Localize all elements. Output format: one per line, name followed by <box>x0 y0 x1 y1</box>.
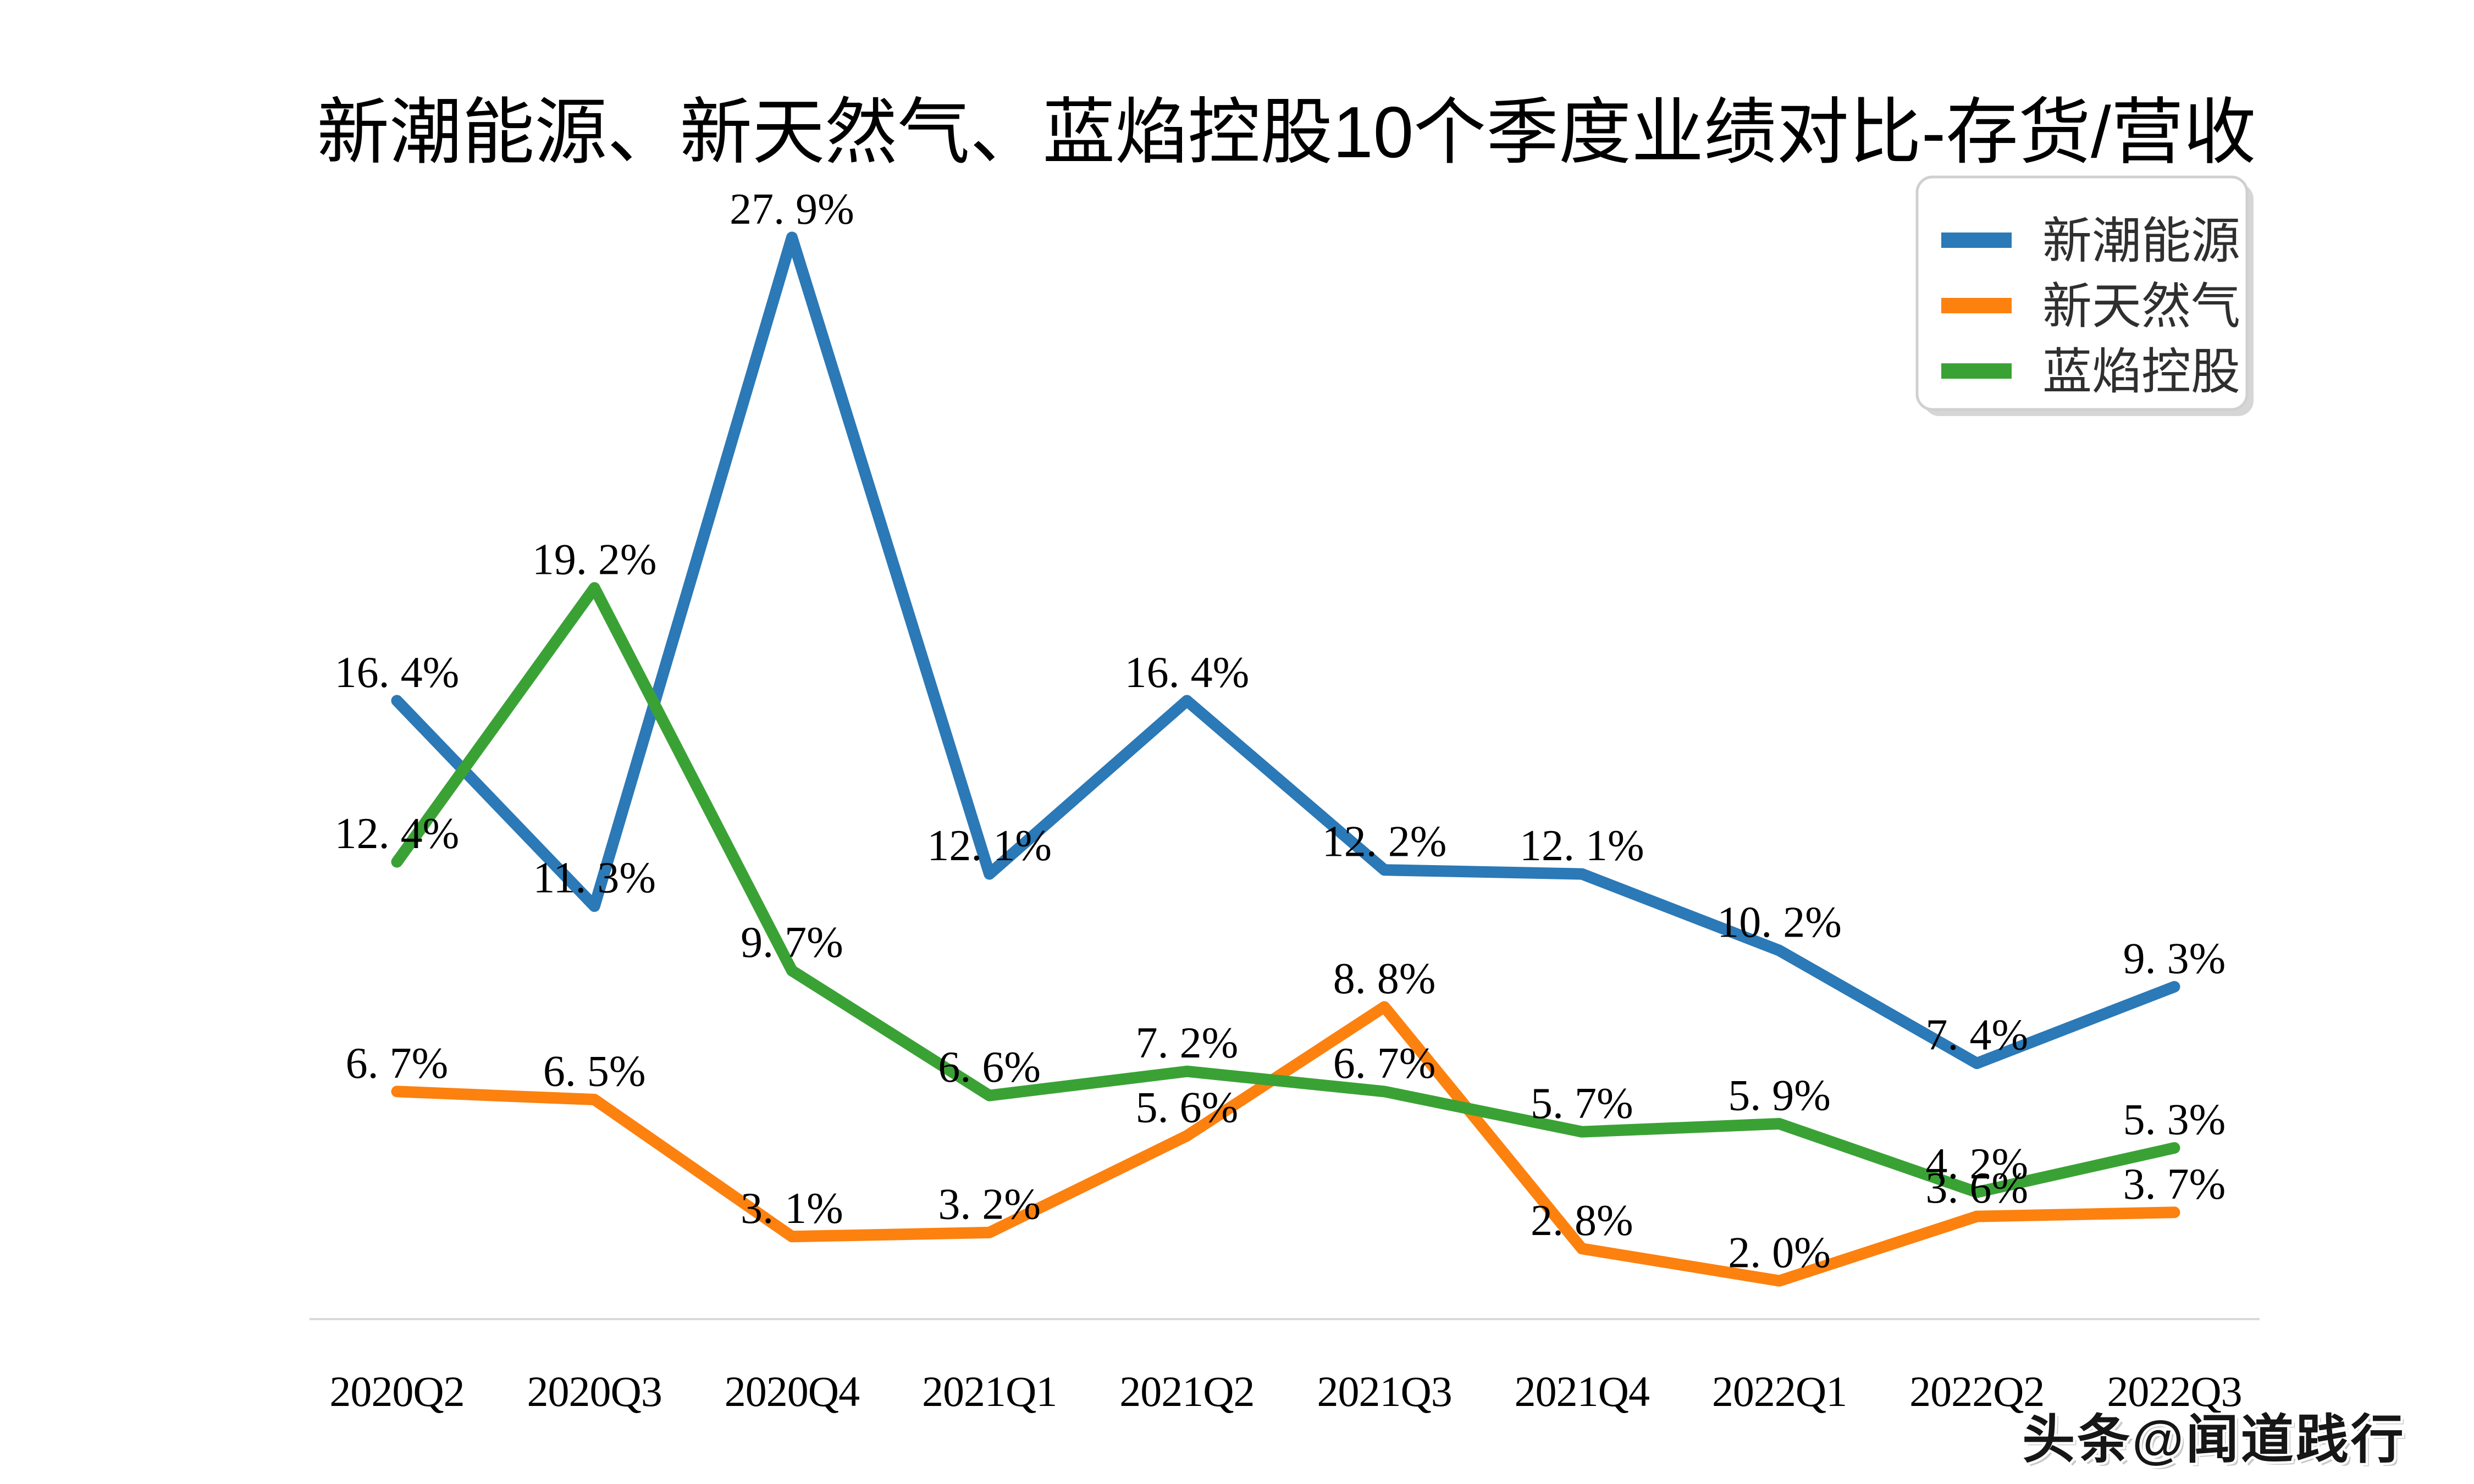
chart-title: 新潮能源、新天然气、蓝焰控股10个季度业绩对比-存货/营收 <box>317 92 2256 173</box>
x-tick-label: 2022Q1 <box>1712 1367 1847 1415</box>
watermark-shadow-text: 头条@闻道践行 <box>2025 1414 2409 1472</box>
value-label: 3. 7% <box>2123 1160 2226 1209</box>
legend-swatch-蓝焰控股 <box>1941 363 2012 379</box>
legend-swatch-新天然气 <box>1941 298 2012 313</box>
value-label: 11. 3% <box>533 854 656 902</box>
watermark-text: 头条@闻道践行 <box>2022 1410 2406 1469</box>
value-label: 16. 4% <box>1125 649 1250 697</box>
legend-label-新天然气: 新天然气 <box>2042 279 2240 334</box>
x-tick-label: 2020Q4 <box>725 1367 859 1415</box>
value-label: 2. 0% <box>1728 1228 1831 1277</box>
value-label: 3. 1% <box>741 1184 843 1233</box>
legend-label-新潮能源: 新潮能源 <box>2042 214 2240 269</box>
value-label: 8. 8% <box>1333 955 1436 1003</box>
value-label: 12. 2% <box>1322 818 1447 866</box>
value-label: 12. 1% <box>927 822 1052 870</box>
value-label: 5. 9% <box>1728 1072 1831 1120</box>
x-tick-label: 2022Q3 <box>2107 1367 2241 1415</box>
value-label: 6. 6% <box>938 1043 1041 1092</box>
value-labels: 16. 4% 11. 3% 27. 9% 12. 1% 16. 4% 12. 2% 12. … <box>335 185 2226 1277</box>
x-tick-label: 2020Q2 <box>329 1367 464 1415</box>
value-label: 19. 2% <box>532 536 657 584</box>
value-label: 3. 2% <box>938 1180 1041 1228</box>
value-label: 7. 2% <box>1136 1019 1239 1067</box>
series-line-新天然气 <box>391 1001 2180 1287</box>
x-tick-label: 2022Q2 <box>1909 1367 2044 1415</box>
value-label: 10. 2% <box>1717 898 1842 946</box>
value-label: 9. 3% <box>2123 934 2226 983</box>
series-lines <box>391 231 2180 1287</box>
value-label: 5. 3% <box>2123 1096 2226 1144</box>
x-tick-label: 2021Q1 <box>922 1367 1057 1415</box>
value-label: 2. 8% <box>1531 1197 1633 1245</box>
value-label: 3. 6% <box>1925 1164 2028 1212</box>
value-label: 5. 7% <box>1531 1079 1633 1128</box>
value-label: 16. 4% <box>335 649 460 697</box>
value-label: 12. 4% <box>335 810 460 858</box>
x-axis: 2020Q2 2020Q3 2020Q4 2021Q1 2021Q2 2021Q3 2021… <box>310 1318 2260 1415</box>
value-label: 7. 4% <box>1925 1011 2028 1060</box>
series-line-蓝焰控股 <box>391 582 2180 1198</box>
legend-swatch-新潮能源 <box>1941 232 2012 248</box>
x-tick-label: 2020Q3 <box>527 1367 662 1415</box>
x-tick-label: 2021Q2 <box>1119 1367 1254 1415</box>
value-label: 6. 7% <box>346 1039 449 1088</box>
x-tick-label: 2021Q3 <box>1317 1367 1451 1415</box>
value-label: 6. 5% <box>543 1048 646 1096</box>
value-label: 4. 2% <box>1925 1140 2028 1188</box>
value-label: 9. 7% <box>741 918 843 967</box>
series-line-新潮能源 <box>391 231 2180 1070</box>
value-label: 12. 1% <box>1520 822 1644 870</box>
value-label: 27. 9% <box>730 185 854 234</box>
value-label: 5. 6% <box>1136 1084 1239 1132</box>
value-label: 6. 7% <box>1333 1039 1436 1088</box>
legend-label-蓝焰控股: 蓝焰控股 <box>2042 345 2240 400</box>
x-tick-label: 2021Q4 <box>1515 1367 1649 1415</box>
